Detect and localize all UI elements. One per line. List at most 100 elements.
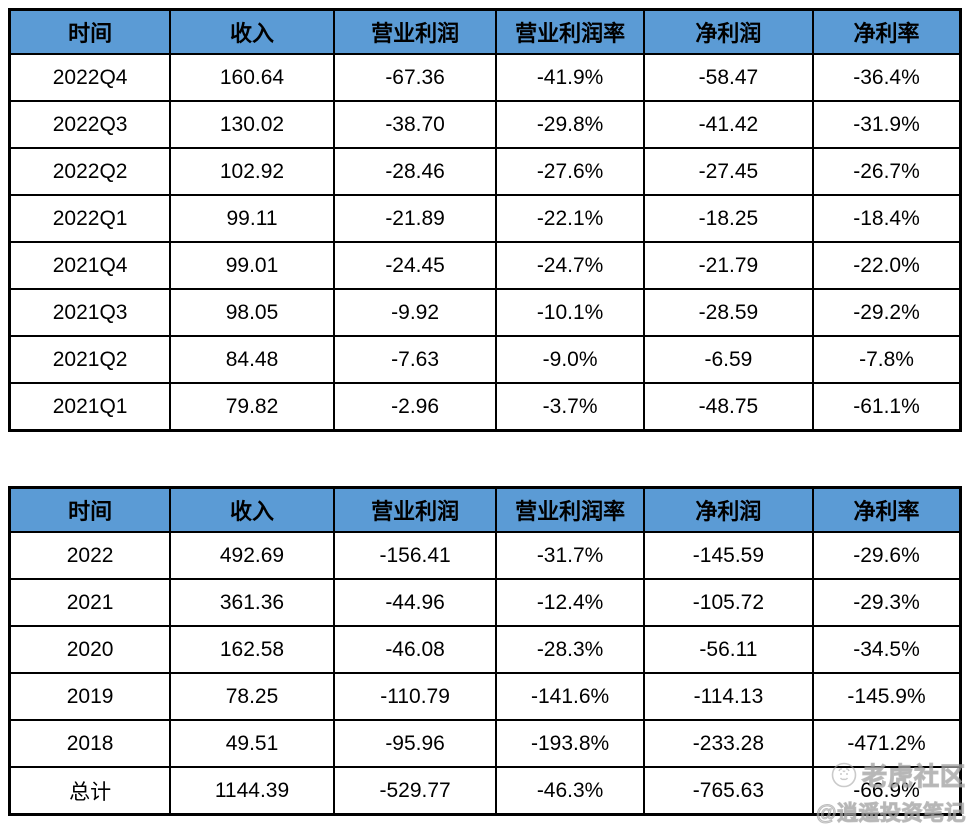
header-cell-1: 收入 <box>169 8 335 55</box>
table-cell: -765.63 <box>642 766 815 816</box>
header-cell-3: 营业利润率 <box>495 8 645 55</box>
table-cell: -29.8% <box>495 100 645 149</box>
table-row: 2022Q4 160.64 -67.36 -41.9% -58.47 -36.4% <box>8 53 962 102</box>
quarterly-results-table: 时间 收入 营业利润 营业利润率 净利润 净利率 2022Q4 160.64 -67.36 -41… <box>8 8 962 432</box>
table-cell: 99.01 <box>169 241 335 290</box>
table-row: 2022Q1 99.11 -21.89 -22.1% -18.25 -18.4% <box>8 194 962 243</box>
table-row: 2020 162.58 -46.08 -28.3% -56.11 -34.5% <box>8 625 962 674</box>
table-cell: -41.9% <box>495 53 645 102</box>
table-cell: -24.7% <box>495 241 645 290</box>
table-cell: -29.6% <box>812 531 962 580</box>
table-cell: 2022Q4 <box>8 53 172 102</box>
table-cell: -56.11 <box>642 625 815 674</box>
table-cell: -36.4% <box>812 53 962 102</box>
table-cell: -7.8% <box>812 335 962 384</box>
table-cell: 98.05 <box>169 288 335 337</box>
table-cell: 2021Q4 <box>8 241 172 290</box>
table-row: 2022 492.69 -156.41 -31.7% -145.59 -29.6% <box>8 531 962 580</box>
annual-results-table: 时间 收入 营业利润 营业利润率 净利润 净利率 2022 492.69 -156.41 -31.… <box>8 486 962 816</box>
table-row: 2021Q4 99.01 -24.45 -24.7% -21.79 -22.0% <box>8 241 962 290</box>
table-cell: 162.58 <box>169 625 335 674</box>
table-cell: -27.45 <box>642 147 815 196</box>
table-cell: -66.9% <box>812 766 962 816</box>
header-cell-5: 净利率 <box>812 486 962 533</box>
table-cell: -28.46 <box>332 147 498 196</box>
table-cell: -9.0% <box>495 335 645 384</box>
table-cell: -95.96 <box>332 719 498 768</box>
header-row: 时间 收入 营业利润 营业利润率 净利润 净利率 <box>8 486 962 533</box>
table-row: 2021Q1 79.82 -2.96 -3.7% -48.75 -61.1% <box>8 382 962 432</box>
table-cell: -105.72 <box>642 578 815 627</box>
table-row: 2021 361.36 -44.96 -12.4% -105.72 -29.3% <box>8 578 962 627</box>
table-cell: 2022Q2 <box>8 147 172 196</box>
header-cell-3: 营业利润率 <box>495 486 645 533</box>
table-cell: -193.8% <box>495 719 645 768</box>
header-cell-4: 净利润 <box>642 486 815 533</box>
table-cell: 2021Q3 <box>8 288 172 337</box>
table-cell: -38.70 <box>332 100 498 149</box>
table-cell: -233.28 <box>642 719 815 768</box>
table-cell: -29.3% <box>812 578 962 627</box>
table-cell: -24.45 <box>332 241 498 290</box>
table-cell: 总计 <box>8 766 172 816</box>
header-cell-1: 收入 <box>169 486 335 533</box>
table-cell: -28.3% <box>495 625 645 674</box>
table-cell: -46.08 <box>332 625 498 674</box>
table-cell: 130.02 <box>169 100 335 149</box>
table-cell: -3.7% <box>495 382 645 432</box>
table-cell: 2018 <box>8 719 172 768</box>
table-cell: 492.69 <box>169 531 335 580</box>
table-cell: -145.9% <box>812 672 962 721</box>
table-cell: -46.3% <box>495 766 645 816</box>
table-cell: -2.96 <box>332 382 498 432</box>
table-cell: -18.4% <box>812 194 962 243</box>
table-row: 总计 1144.39 -529.77 -46.3% -765.63 -66.9% <box>8 766 962 816</box>
table-row: 2021Q3 98.05 -9.92 -10.1% -28.59 -29.2% <box>8 288 962 337</box>
header-cell-5: 净利率 <box>812 8 962 55</box>
table-cell: 2021 <box>8 578 172 627</box>
table-cell: -22.0% <box>812 241 962 290</box>
table-cell: 2019 <box>8 672 172 721</box>
table-cell: 361.36 <box>169 578 335 627</box>
table-cell: 2022 <box>8 531 172 580</box>
table-cell: -21.79 <box>642 241 815 290</box>
table-cell: -26.7% <box>812 147 962 196</box>
table-cell: 160.64 <box>169 53 335 102</box>
table-cell: -114.13 <box>642 672 815 721</box>
header-cell-0: 时间 <box>8 486 172 533</box>
table-cell: -21.89 <box>332 194 498 243</box>
table-cell: -9.92 <box>332 288 498 337</box>
table-cell: -7.63 <box>332 335 498 384</box>
table-cell: 1144.39 <box>169 766 335 816</box>
table-cell: -58.47 <box>642 53 815 102</box>
table-cell: -145.59 <box>642 531 815 580</box>
table-cell: 2021Q2 <box>8 335 172 384</box>
table-cell: -18.25 <box>642 194 815 243</box>
table-cell: -29.2% <box>812 288 962 337</box>
table-row: 2018 49.51 -95.96 -193.8% -233.28 -471.2% <box>8 719 962 768</box>
table-cell: -22.1% <box>495 194 645 243</box>
table-cell: -44.96 <box>332 578 498 627</box>
table-cell: 78.25 <box>169 672 335 721</box>
table-cell: -110.79 <box>332 672 498 721</box>
table-row: 2019 78.25 -110.79 -141.6% -114.13 -145.9% <box>8 672 962 721</box>
table-cell: -10.1% <box>495 288 645 337</box>
table-cell: 49.51 <box>169 719 335 768</box>
table-cell: -12.4% <box>495 578 645 627</box>
table-cell: 2022Q1 <box>8 194 172 243</box>
table-cell: -61.1% <box>812 382 962 432</box>
table-cell: 84.48 <box>169 335 335 384</box>
table-cell: -34.5% <box>812 625 962 674</box>
table-cell: 2020 <box>8 625 172 674</box>
table-cell: 2021Q1 <box>8 382 172 432</box>
table-cell: -28.59 <box>642 288 815 337</box>
table-cell: 79.82 <box>169 382 335 432</box>
table-cell: -156.41 <box>332 531 498 580</box>
table-cell: 2022Q3 <box>8 100 172 149</box>
table-row: 2022Q3 130.02 -38.70 -29.8% -41.42 -31.9% <box>8 100 962 149</box>
table-cell: -48.75 <box>642 382 815 432</box>
header-cell-2: 营业利润 <box>332 8 498 55</box>
header-cell-4: 净利润 <box>642 8 815 55</box>
table-cell: -529.77 <box>332 766 498 816</box>
table-cell: -41.42 <box>642 100 815 149</box>
